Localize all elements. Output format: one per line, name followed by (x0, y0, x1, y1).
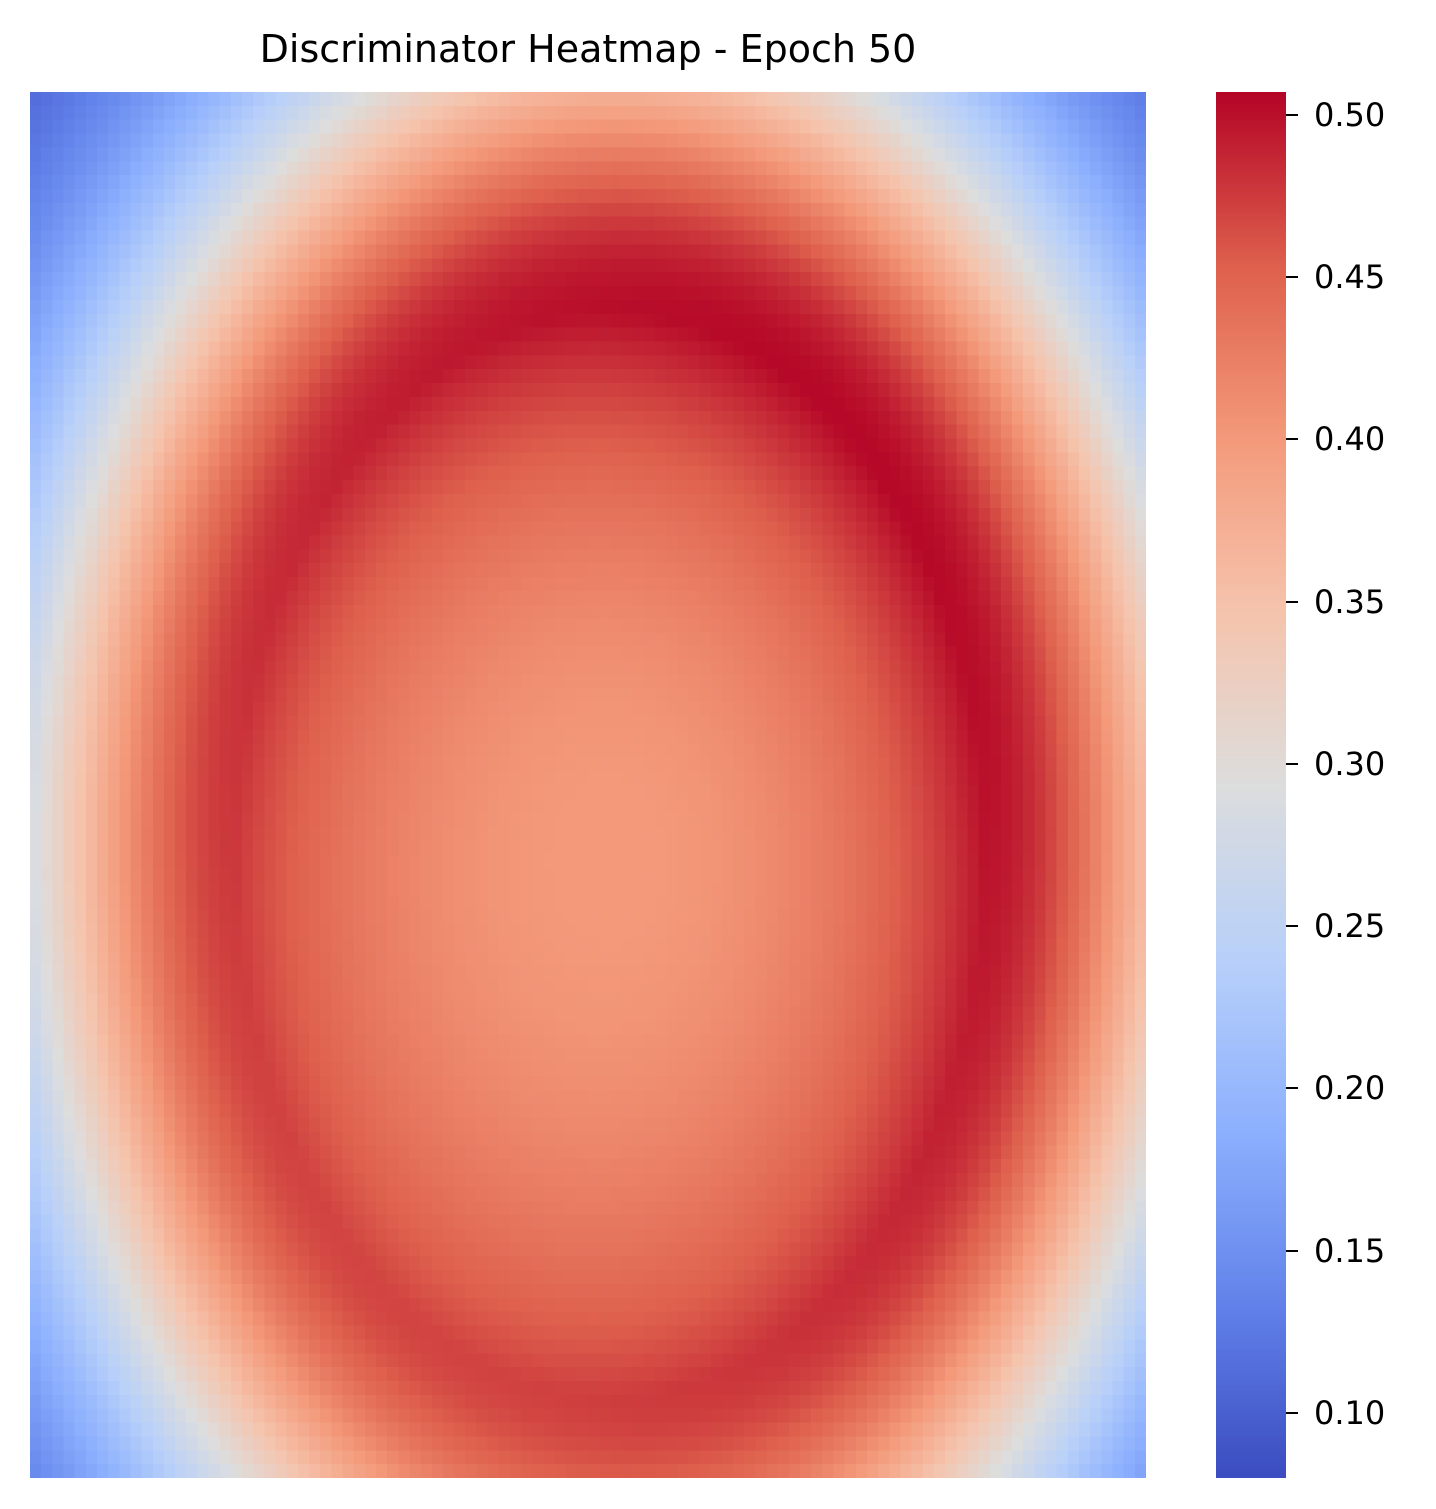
colorbar-tick-mark (1286, 438, 1298, 441)
colorbar-tick-label: 0.35 (1314, 582, 1386, 621)
colorbar-tick-label: 0.45 (1314, 258, 1386, 297)
colorbar-tick-label: 0.20 (1314, 1069, 1386, 1108)
colorbar-tick-mark (1286, 925, 1298, 928)
chart-title: Discriminator Heatmap - Epoch 50 (259, 27, 917, 71)
colorbar-tick-mark (1286, 1249, 1298, 1252)
colorbar-tick-mark (1286, 600, 1298, 603)
colorbar-axis: 0.10 0.15 0.20 0.25 0.30 0.35 0.40 0.45 0.50 (1286, 92, 1436, 1478)
heatmap-plot (30, 92, 1146, 1478)
colorbar-tick-mark (1286, 113, 1298, 116)
colorbar-tick-label: 0.10 (1314, 1394, 1386, 1433)
colorbar-tick-mark (1286, 1412, 1298, 1415)
colorbar-tick-label: 0.30 (1314, 744, 1386, 783)
colorbar (1216, 92, 1286, 1478)
colorbar-tick-mark (1286, 276, 1298, 279)
colorbar-tick-mark (1286, 1087, 1298, 1090)
colorbar-tick-label: 0.40 (1314, 420, 1386, 459)
colorbar-tick-label: 0.25 (1314, 907, 1386, 946)
colorbar-tick-label: 0.50 (1314, 95, 1386, 134)
colorbar-tick-mark (1286, 762, 1298, 765)
colorbar-tick-label: 0.15 (1314, 1231, 1386, 1270)
